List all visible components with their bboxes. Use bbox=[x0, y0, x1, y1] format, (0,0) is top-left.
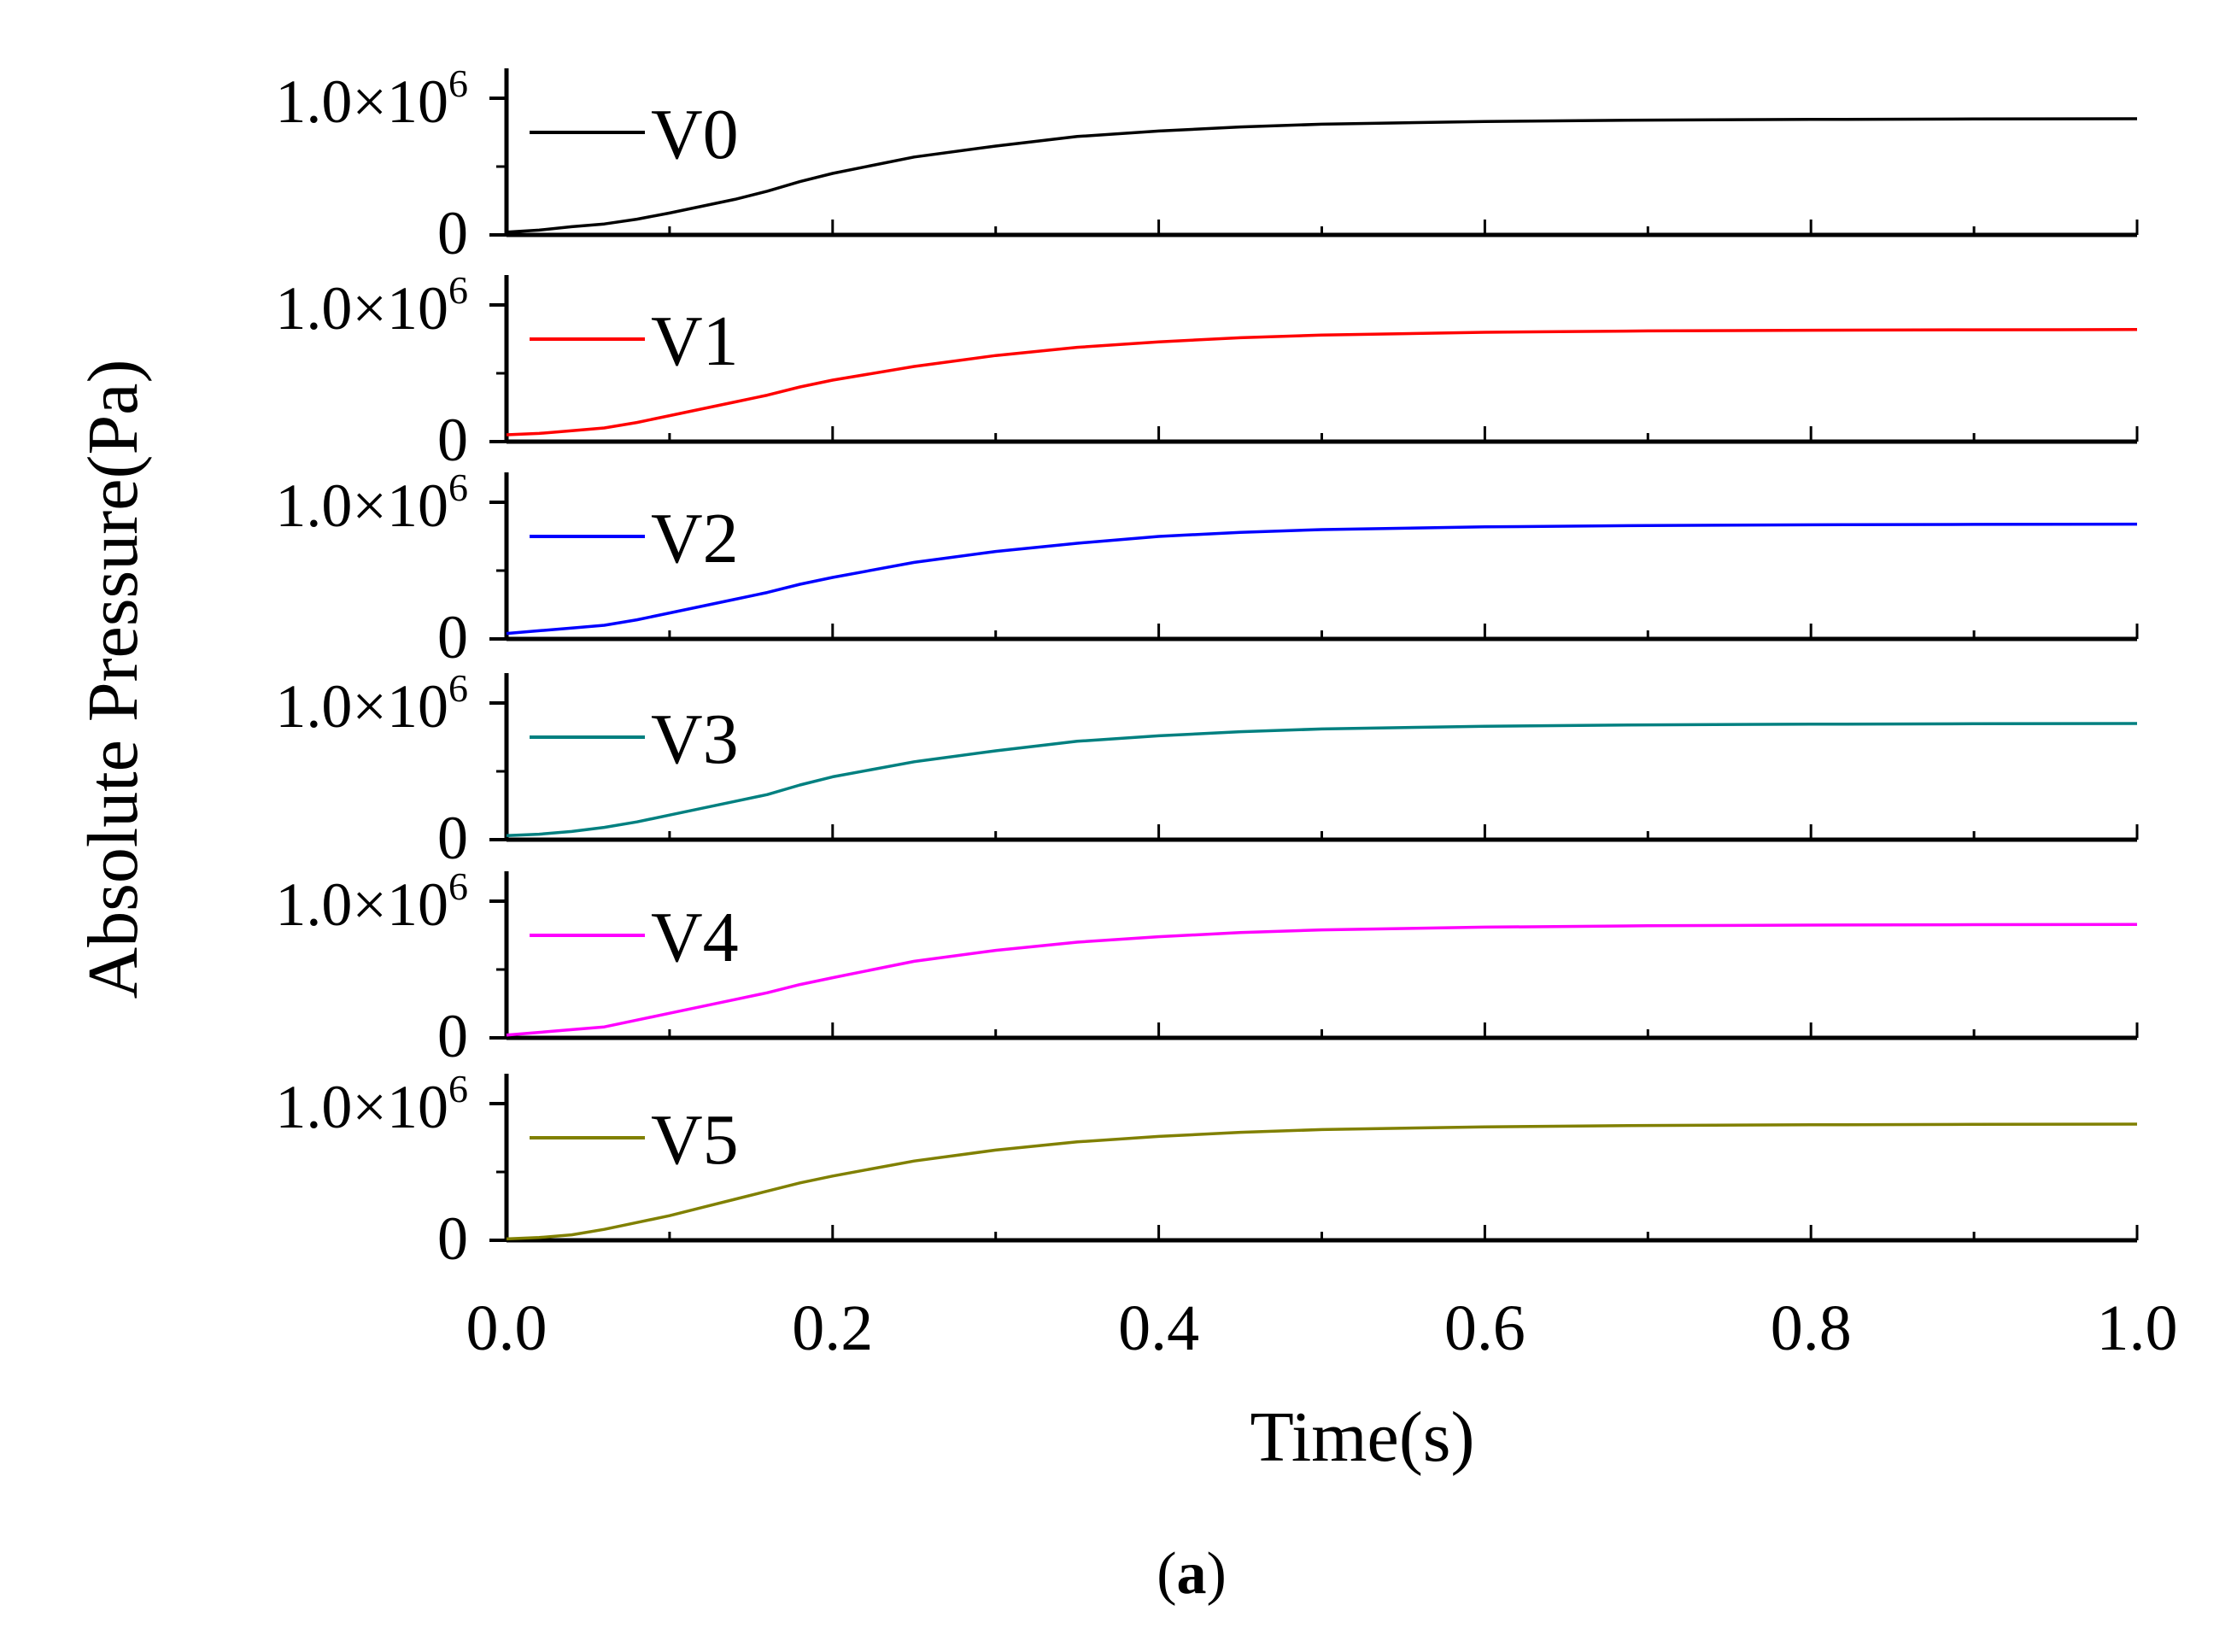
legend-label: V4 bbox=[651, 898, 739, 977]
y-tick-mantissa: 1.0×10 bbox=[275, 870, 448, 939]
x-axis-title: Time(s) bbox=[1250, 1397, 1475, 1477]
y-tick-label: 1.0×106 bbox=[275, 268, 468, 343]
y-tick-label: 0 bbox=[437, 199, 468, 267]
y-tick-label: 0 bbox=[437, 406, 468, 474]
figure-caption: (a) bbox=[1157, 1541, 1227, 1607]
legend-label: V1 bbox=[651, 302, 739, 381]
y-tick-mantissa: 1.0×10 bbox=[275, 472, 448, 540]
series-line-v5 bbox=[506, 1122, 2138, 1241]
legend-label: V3 bbox=[651, 700, 739, 779]
y-tick-exponent: 6 bbox=[448, 466, 468, 509]
legend-label: V2 bbox=[651, 499, 739, 578]
y-tick-label: 1.0×106 bbox=[275, 1067, 468, 1141]
x-tick-label: 0.4 bbox=[1118, 1292, 1199, 1364]
panel-v0: 0 1.0×106 V0 bbox=[275, 62, 2139, 267]
y-tick-label: 1.0×106 bbox=[275, 666, 468, 741]
y-tick-mantissa: 1.0×10 bbox=[275, 1073, 448, 1141]
y-tick-label: 1.0×106 bbox=[275, 62, 468, 136]
chart-panels: 01.0×106V001.0×106V101.0×106V201.0×106V3… bbox=[275, 62, 2139, 1273]
y-tick-label: 1.0×106 bbox=[275, 864, 468, 939]
y-tick-exponent: 6 bbox=[448, 864, 468, 908]
series-line-v4 bbox=[506, 923, 2138, 1037]
caption-close: ) bbox=[1207, 1541, 1227, 1607]
y-tick-exponent: 6 bbox=[448, 62, 468, 105]
y-tick-mantissa: 1.0×10 bbox=[275, 67, 448, 136]
x-axis: 0.0 0.2 0.4 0.6 0.8 1.0 bbox=[466, 1292, 2178, 1364]
series-line-v3 bbox=[506, 722, 2138, 837]
y-tick-label: 0 bbox=[437, 603, 468, 671]
x-tick-label: 0.0 bbox=[466, 1292, 548, 1364]
x-tick-label: 0.2 bbox=[792, 1292, 873, 1364]
y-tick-label: 1.0×106 bbox=[275, 466, 468, 540]
series-line-v1 bbox=[506, 328, 2138, 436]
legend-label: V0 bbox=[651, 95, 739, 174]
y-tick-label: 0 bbox=[437, 1204, 468, 1273]
panel-v4: 0 1.0×106 V4 bbox=[275, 864, 2139, 1070]
x-tick-label: 1.0 bbox=[2097, 1292, 2178, 1364]
panel-v1: 0 1.0×106 V1 bbox=[275, 268, 2139, 474]
panel-v3: 0 1.0×106 V3 bbox=[275, 666, 2139, 872]
panel-v2: 0 1.0×106 V2 bbox=[275, 466, 2139, 671]
y-axis-title: Absolute Pressure(Pa) bbox=[73, 360, 153, 999]
panel-v5: 0 1.0×106 V5 bbox=[275, 1067, 2139, 1273]
y-tick-exponent: 6 bbox=[448, 1067, 468, 1110]
y-tick-mantissa: 1.0×10 bbox=[275, 672, 448, 741]
caption-open: ( bbox=[1157, 1541, 1176, 1607]
y-tick-label: 0 bbox=[437, 804, 468, 872]
legend-label: V5 bbox=[651, 1100, 739, 1180]
x-tick-label: 0.8 bbox=[1771, 1292, 1852, 1364]
series-line-v0 bbox=[506, 117, 2138, 234]
x-tick-label: 0.6 bbox=[1444, 1292, 1525, 1364]
y-tick-exponent: 6 bbox=[448, 268, 468, 312]
series-line-v2 bbox=[506, 522, 2138, 636]
y-tick-mantissa: 1.0×10 bbox=[275, 274, 448, 343]
y-tick-exponent: 6 bbox=[448, 666, 468, 710]
caption-letter: a bbox=[1177, 1541, 1207, 1607]
y-tick-label: 0 bbox=[437, 1002, 468, 1070]
